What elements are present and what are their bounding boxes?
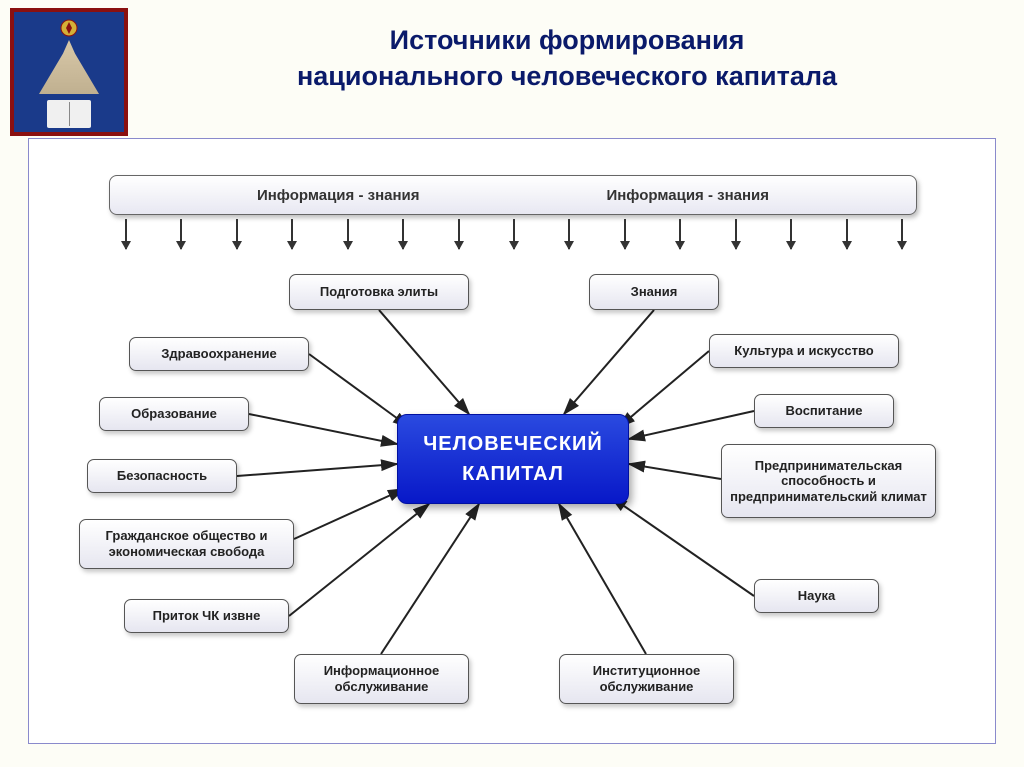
arrow-education xyxy=(249,414,397,444)
node-science: Наука xyxy=(754,579,879,613)
arrow-infoserv xyxy=(381,504,479,654)
rain-arrow xyxy=(568,219,570,249)
arrow-elite xyxy=(379,310,469,414)
rain-arrow xyxy=(402,219,404,249)
node-security: Безопасность xyxy=(87,459,237,493)
rain-arrow xyxy=(624,219,626,249)
node-culture: Культура и искусство xyxy=(709,334,899,368)
arrow-inflow xyxy=(289,504,429,616)
arrow-upbring xyxy=(629,411,754,439)
node-inflow: Приток ЧК извне xyxy=(124,599,289,633)
rain-arrow xyxy=(180,219,182,249)
info-knowledge-bar: Информация - знания Информация - знания xyxy=(109,175,917,215)
diagram-canvas: Информация - знания Информация - знания … xyxy=(29,139,995,743)
node-infoserv: Информационное обслуживание xyxy=(294,654,469,704)
top-bar-left: Информация - знания xyxy=(217,187,460,204)
title-line-1: Источники формирования xyxy=(390,25,745,55)
arrow-health xyxy=(309,354,409,427)
page-title: Источники формирования национального чел… xyxy=(130,22,1004,95)
arrow-civil xyxy=(294,489,404,539)
arrow-instserv xyxy=(559,504,646,654)
rain-arrow xyxy=(790,219,792,249)
node-instserv: Институционное обслуживание xyxy=(559,654,734,704)
rain-arrow xyxy=(291,219,293,249)
diagram-frame: Информация - знания Информация - знания … xyxy=(28,138,996,744)
arrow-knowledge xyxy=(564,310,654,414)
node-elite: Подготовка элиты xyxy=(289,274,469,310)
title-line-2: национального человеческого капитала xyxy=(297,61,837,91)
top-bar-right: Информация - знания xyxy=(566,187,809,204)
rain-arrow xyxy=(513,219,515,249)
node-knowledge: Знания xyxy=(589,274,719,310)
node-upbring: Воспитание xyxy=(754,394,894,428)
building-icon xyxy=(39,40,99,94)
arrow-entrepr xyxy=(629,464,721,479)
node-civil: Гражданское общество и экономическая сво… xyxy=(79,519,294,569)
rain-arrow xyxy=(458,219,460,249)
rain-arrow xyxy=(236,219,238,249)
university-logo xyxy=(10,8,128,136)
node-health: Здравоохранение xyxy=(129,337,309,371)
book-icon xyxy=(47,100,91,128)
arrow-security xyxy=(237,464,397,476)
rain-arrow xyxy=(735,219,737,249)
rain-arrow xyxy=(901,219,903,249)
center-node-human-capital: ЧЕЛОВЕЧЕСКИЙКАПИТАЛ xyxy=(397,414,629,504)
node-education: Образование xyxy=(99,397,249,431)
crest-icon xyxy=(57,18,81,38)
arrow-culture xyxy=(619,351,709,427)
rain-arrow xyxy=(347,219,349,249)
node-entrepr: Предпринимательская способность и предпр… xyxy=(721,444,936,518)
rain-arrow xyxy=(679,219,681,249)
rain-arrow xyxy=(846,219,848,249)
rain-arrow xyxy=(125,219,127,249)
